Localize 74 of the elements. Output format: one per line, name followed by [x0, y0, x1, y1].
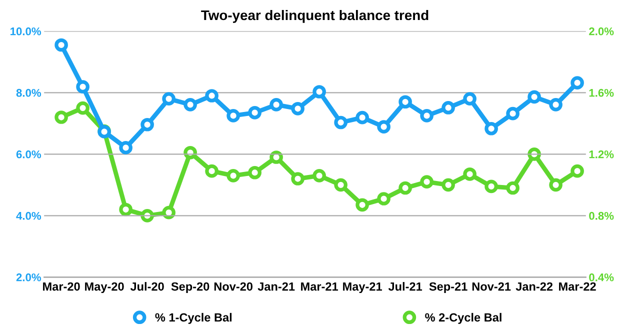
point — [119, 202, 132, 216]
point — [312, 169, 326, 182]
x-tick-label: Mar-22 — [559, 282, 596, 291]
point — [506, 181, 520, 195]
x-tick-label: Jan-22 — [516, 282, 553, 291]
point — [140, 118, 154, 132]
y2-tick-label: 1.2% — [589, 150, 614, 158]
x-tick-label: Jul-20 — [130, 282, 164, 291]
y2-tick-label: 1.6% — [589, 88, 614, 97]
point — [463, 167, 476, 181]
point — [291, 102, 304, 116]
point — [549, 98, 562, 112]
point — [377, 192, 390, 206]
point — [377, 120, 390, 134]
y-tick-label: 2.0% — [16, 273, 42, 282]
x-tick-label: Sep-20 — [171, 282, 210, 294]
point — [76, 80, 90, 94]
point — [162, 92, 176, 106]
point — [184, 98, 197, 112]
point — [570, 76, 584, 90]
point — [270, 150, 283, 164]
chart-title: Two-year delinquent balance trend — [201, 10, 428, 23]
x-tick-label: Mar-21 — [301, 282, 338, 291]
y-tick-label: 8.0% — [16, 88, 42, 97]
point — [270, 98, 283, 112]
point — [506, 106, 520, 120]
point — [398, 181, 412, 195]
x-tick-label: May-21 — [343, 282, 382, 294]
point — [162, 206, 176, 220]
y-tick-label: 6.0% — [16, 150, 42, 158]
x-tick-label: Nov-21 — [472, 282, 511, 291]
point — [312, 85, 326, 98]
point — [442, 178, 455, 192]
point — [54, 38, 68, 52]
y2-tick-label: 2.0% — [589, 27, 614, 36]
point — [398, 95, 412, 109]
point — [356, 198, 369, 212]
point — [226, 169, 240, 182]
point — [334, 178, 348, 192]
point — [484, 122, 498, 136]
x-tick-label: Mar-20 — [43, 282, 80, 291]
legend-label: % 1-Cycle Bal — [155, 312, 232, 324]
point — [76, 101, 90, 115]
point — [442, 101, 455, 114]
y-tick-label: 4.0% — [16, 212, 42, 220]
x-tick-label: Jan-21 — [258, 282, 295, 291]
point — [528, 147, 541, 161]
point — [356, 110, 369, 124]
point — [334, 116, 348, 130]
point — [463, 92, 476, 106]
legend-label: % 2-Cycle Bal — [425, 312, 502, 324]
point — [119, 141, 132, 154]
point — [226, 109, 240, 122]
x-tick-label: Sep-21 — [429, 282, 468, 294]
y-tick-label: 10.0% — [10, 27, 42, 36]
point — [484, 180, 498, 194]
x-tick-label: Nov-20 — [214, 282, 252, 291]
y2-tick-label: 0.8% — [589, 212, 614, 220]
point — [54, 110, 68, 124]
point — [205, 164, 218, 178]
point — [420, 175, 434, 188]
point — [184, 146, 197, 160]
point — [420, 109, 434, 122]
point — [248, 166, 262, 180]
x-tick-label: May-20 — [85, 282, 124, 294]
y2-tick-label: 0.4% — [589, 273, 614, 282]
point — [291, 172, 304, 186]
x-tick-label: Jul-21 — [388, 282, 422, 291]
point — [549, 178, 562, 192]
point — [248, 106, 262, 120]
point — [528, 90, 541, 104]
point — [570, 164, 584, 178]
point — [140, 208, 154, 222]
point — [205, 89, 218, 102]
